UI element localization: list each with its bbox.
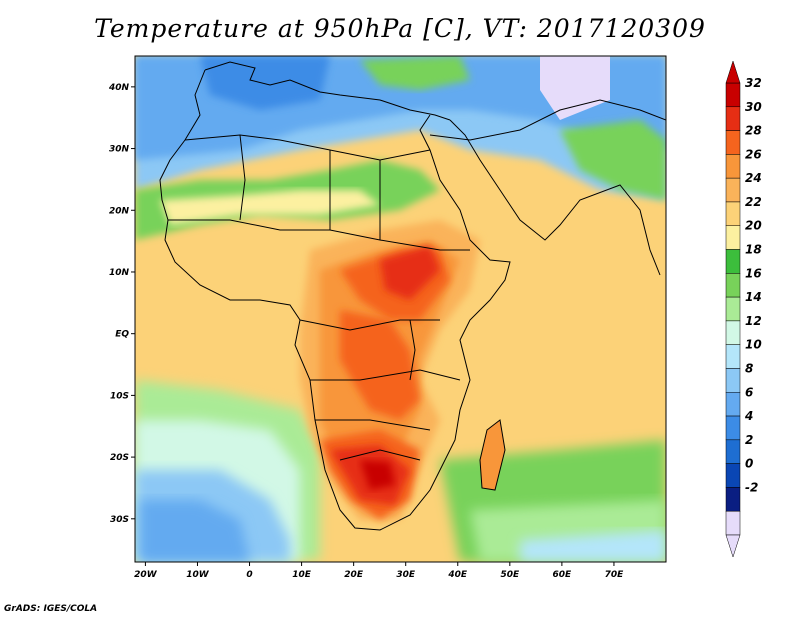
lon-tick-label: 20E <box>344 570 364 580</box>
colorbar-swatch <box>725 368 741 393</box>
lat-tick-label: 10N <box>109 268 130 278</box>
colorbar-swatch <box>725 392 741 417</box>
lat-tick-label: 20S <box>110 453 129 463</box>
colorbar-swatch <box>725 82 741 108</box>
colorbar-max-arrow <box>725 60 741 84</box>
colorbar-label: 14 <box>745 290 762 304</box>
colorbar-swatch <box>725 320 741 345</box>
colorbar-swatch <box>725 296 741 322</box>
colorbar-label: 22 <box>745 195 762 209</box>
colorbar-label: 18 <box>745 243 762 257</box>
colorbar-min-arrow <box>725 534 741 558</box>
colorbar-label: 28 <box>745 124 762 138</box>
lat-tick-label: 40N <box>108 83 130 93</box>
colorbar-label: 10 <box>745 338 762 352</box>
map-title: Temperature at 950hPa [C], VT: 201712030… <box>94 14 706 43</box>
lat-tick-label: EQ <box>115 330 129 340</box>
latitude-axis: 40N 30N 20N 10N EQ 10S 20S 30S <box>108 83 135 525</box>
lon-tick-label: 70E <box>605 570 625 580</box>
colorbar-label: 32 <box>745 76 762 90</box>
colorbar-swatch <box>725 225 741 250</box>
lon-tick-label: 10W <box>186 570 210 580</box>
map-frame <box>134 55 667 563</box>
colorbar-label: 20 <box>745 219 762 233</box>
colorbar-swatch <box>725 344 741 369</box>
colorbar-swatch <box>725 439 741 464</box>
lon-tick-label: 0 <box>246 570 252 580</box>
colorbar-swatch <box>725 415 741 441</box>
lat-tick-label: 30S <box>110 515 129 525</box>
colorbar-swatch <box>725 154 741 179</box>
colorbar-swatch <box>725 177 741 203</box>
lon-tick-label: 40E <box>447 570 468 580</box>
temperature-field <box>135 56 666 562</box>
lon-tick-label: 50E <box>500 570 520 580</box>
colorbar-label: 0 <box>745 457 753 471</box>
colorbar-swatch <box>725 463 741 488</box>
colorbar-label: 16 <box>745 266 762 280</box>
coastlines <box>159 61 666 531</box>
colorbar-swatch <box>725 130 741 155</box>
colorbar-label: 26 <box>745 147 762 161</box>
colorbar-label: 2 <box>745 433 753 447</box>
colorbar-label: 24 <box>745 171 762 185</box>
lon-tick-label: 10E <box>292 570 312 580</box>
colorbar-swatch <box>725 201 741 226</box>
colorbar-swatch <box>725 249 741 274</box>
credit-text: GrADS: IGES/COLA <box>4 604 98 614</box>
longitude-axis: 20W 10W 0 10E 20E 30E 40E 50E 60E 70E <box>134 562 624 580</box>
colorbar-label: 8 <box>745 361 753 375</box>
lat-tick-label: 20N <box>109 206 130 216</box>
colorbar-swatch <box>725 510 741 536</box>
colorbar-swatch <box>725 106 741 131</box>
colorbar-label: 6 <box>745 385 753 399</box>
lon-tick-label: 30E <box>396 570 416 580</box>
colorbar-label: 30 <box>745 100 762 114</box>
lon-tick-label: 20W <box>134 570 158 580</box>
colorbar-label: 12 <box>745 314 762 328</box>
colorbar-swatch <box>725 487 741 512</box>
lon-tick-label: 60E <box>553 570 573 580</box>
lat-tick-label: 30N <box>109 145 130 155</box>
colorbar-swatch <box>725 273 741 298</box>
colorbar-label: 4 <box>744 409 753 423</box>
colorbar-label: -2 <box>745 480 758 494</box>
lat-tick-label: 10S <box>110 391 129 401</box>
